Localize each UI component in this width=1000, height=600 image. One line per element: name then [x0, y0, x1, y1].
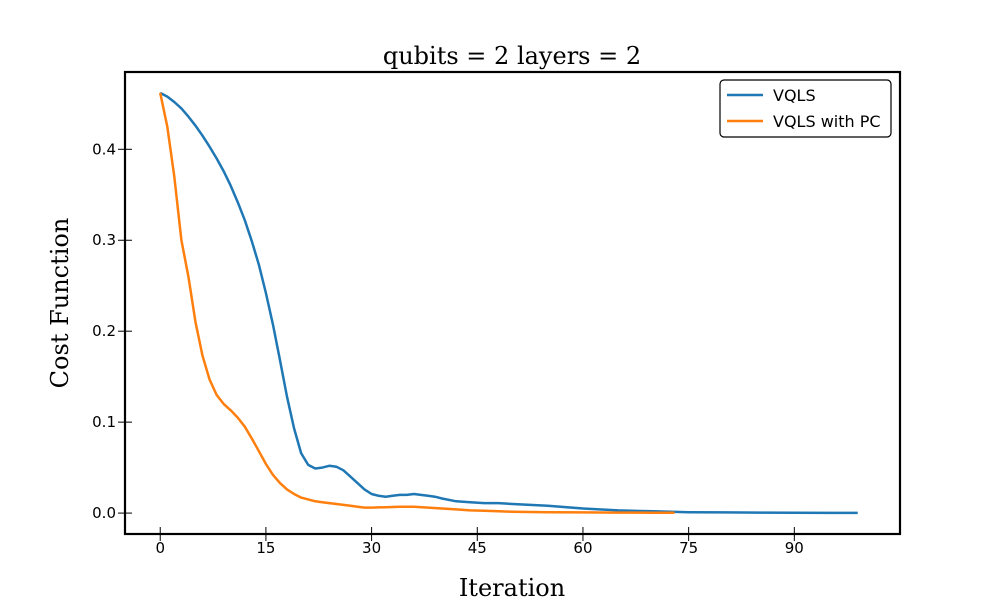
x-tick-label: 90: [785, 539, 804, 557]
y-tick-label: 0.4: [92, 140, 116, 158]
series-line-vqls-with-pc: [158, 92, 675, 515]
chart-title: qubits = 2 layers = 2: [383, 42, 641, 70]
ticks-layer: 0 15 30 45 60 75 90 0.0 0.1 0.2 0.3 0.4: [92, 140, 804, 557]
legend-label-vqls: VQLS: [773, 86, 816, 105]
series-layer: [158, 91, 858, 515]
x-tick-label: 0: [155, 539, 165, 557]
y-tick-label: 0.1: [92, 413, 116, 431]
x-tick-label: 45: [468, 539, 487, 557]
x-tick-label: 60: [573, 539, 592, 557]
y-tick-label: 0.2: [92, 322, 116, 340]
x-tick-label: 75: [679, 539, 698, 557]
x-tick-label: 15: [256, 539, 275, 557]
y-axis-label: Cost Function: [46, 218, 74, 389]
y-tick-label: 0.3: [92, 231, 116, 249]
x-axis-label: Iteration: [459, 574, 565, 600]
y-tick-label: 0.0: [92, 504, 116, 522]
series-line-vqls: [159, 91, 858, 515]
plot-frame: [123, 70, 902, 536]
x-tick-label: 30: [362, 539, 381, 557]
legend-label-vqls-with-pc: VQLS with PC: [773, 112, 881, 131]
legend: VQLS VQLS with PC: [719, 79, 892, 138]
